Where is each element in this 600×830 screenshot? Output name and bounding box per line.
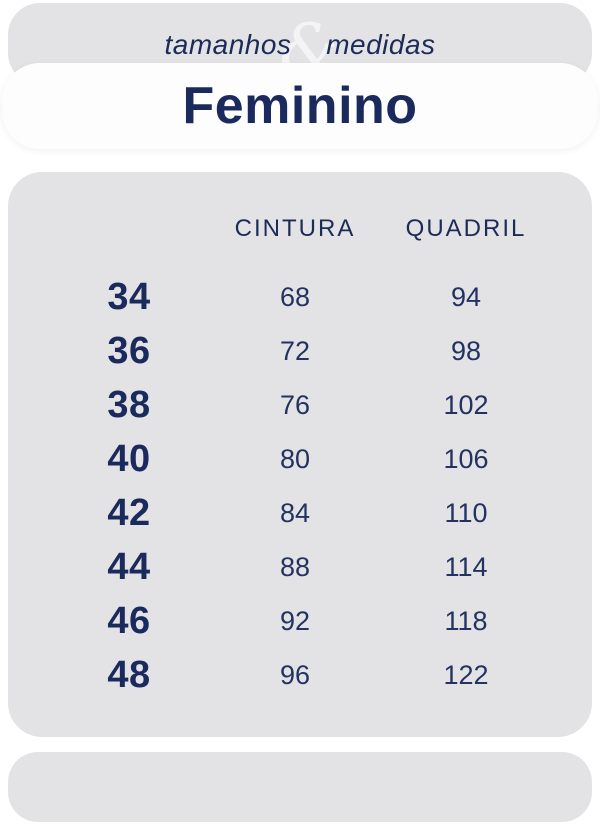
header-word-left: tamanhos xyxy=(164,29,292,60)
quadril-cell: 110 xyxy=(444,497,488,528)
size-cell: 38 xyxy=(107,383,151,426)
cintura-cell: 76 xyxy=(279,389,311,420)
quadril-cell: 102 xyxy=(443,389,489,420)
size-cell: 46 xyxy=(107,599,151,642)
measurements-table: CINTURA QUADRIL 34 68 94 36 72 98 38 76 … xyxy=(8,172,592,737)
footer-strip xyxy=(8,752,592,822)
quadril-cell: 118 xyxy=(444,605,488,636)
quadril-cell: 98 xyxy=(450,335,482,366)
table-row: 40 80 106 xyxy=(8,432,592,486)
table-row: 44 88 114 xyxy=(8,540,592,594)
table-row: 38 76 102 xyxy=(8,378,592,432)
quadril-cell: 122 xyxy=(443,659,489,690)
table-row: 46 92 118 xyxy=(8,594,592,648)
cintura-cell: 80 xyxy=(279,443,311,474)
table-row: 42 84 110 xyxy=(8,486,592,540)
category-banner: Feminino xyxy=(2,63,598,149)
size-cell: 42 xyxy=(107,491,151,534)
cintura-cell: 96 xyxy=(279,659,311,690)
column-header-cintura: CINTURA xyxy=(234,215,356,242)
quadril-cell: 114 xyxy=(444,551,488,582)
cintura-cell: 84 xyxy=(279,497,311,528)
header-word-right: medidas xyxy=(326,29,436,60)
header-title: tamanhos & medidas xyxy=(8,16,592,82)
table-row: 36 72 98 xyxy=(8,324,592,378)
table-header-row: CINTURA QUADRIL xyxy=(8,214,592,244)
size-cell: 40 xyxy=(107,437,151,480)
quadril-cell: 94 xyxy=(450,281,482,312)
cintura-cell: 88 xyxy=(279,551,311,582)
cintura-cell: 68 xyxy=(279,281,311,312)
table-row: 48 96 122 xyxy=(8,648,592,702)
table-body: 34 68 94 36 72 98 38 76 102 40 80 106 42… xyxy=(8,270,592,702)
size-cell: 36 xyxy=(107,329,151,372)
cintura-cell: 72 xyxy=(279,335,311,366)
size-cell: 44 xyxy=(107,545,151,588)
column-header-quadril: QUADRIL xyxy=(405,215,527,242)
size-cell: 34 xyxy=(107,275,151,318)
size-cell: 48 xyxy=(107,653,151,696)
category-title: Feminino xyxy=(182,77,418,135)
table-row: 34 68 94 xyxy=(8,270,592,324)
quadril-cell: 106 xyxy=(443,443,489,474)
cintura-cell: 92 xyxy=(279,605,311,636)
